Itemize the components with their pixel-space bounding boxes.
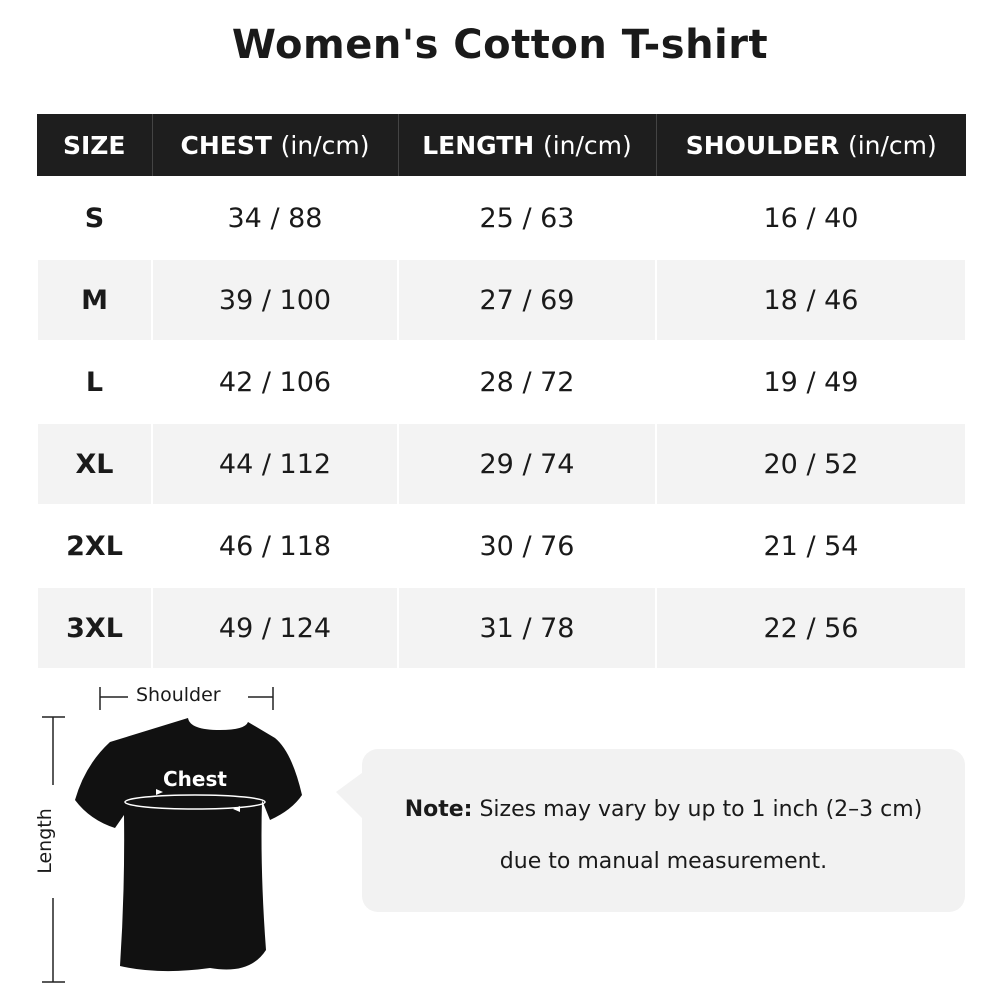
size-cell: 2XL [36,504,153,588]
measurement-cell: 39 / 100 [151,258,399,342]
chest-label: Chest [163,767,227,791]
measurement-cell: 34 / 88 [151,176,399,260]
size-cell: M [36,258,153,342]
column-header: SIZE [37,114,153,177]
measurement-cell: 19 / 49 [655,340,967,424]
table-row: 3XL 49 / 124 31 / 78 22 / 56 [36,586,967,670]
table-row: 2XL 46 / 118 30 / 76 21 / 54 [36,504,967,588]
column-header-label: CHEST [180,130,272,160]
measurement-cell: 30 / 76 [397,504,657,588]
measurement-cell: 20 / 52 [655,422,967,506]
note-bubble-tail [336,770,366,822]
column-header-unit: (in/cm) [847,130,937,160]
measurement-cell: 44 / 112 [151,422,399,506]
shoulder-label: Shoulder [136,684,221,706]
measurement-cell: 31 / 78 [397,586,657,670]
measurement-cell: 28 / 72 [397,340,657,424]
table-row: XL 44 / 112 29 / 74 20 / 52 [36,422,967,506]
column-header: CHEST (in/cm) [152,114,399,177]
tshirt-icon [42,687,302,983]
table-row: S 34 / 88 25 / 63 16 / 40 [36,176,967,260]
note-line-1: Sizes may vary by up to 1 inch (2–3 cm) [479,797,923,822]
measurement-cell: 46 / 118 [151,504,399,588]
measurement-cell: 22 / 56 [655,586,967,670]
table-row: L 42 / 106 28 / 72 19 / 49 [36,340,967,424]
measurement-cell: 25 / 63 [397,176,657,260]
page-title: Women's Cotton T-shirt [231,22,769,68]
note-box: Note: Sizes may vary by up to 1 inch (2–… [362,749,965,912]
measurement-cell: 29 / 74 [397,422,657,506]
column-header-unit: (in/cm) [280,130,370,160]
size-cell: 3XL [36,586,153,670]
measurement-cell: 21 / 54 [655,504,967,588]
column-header: LENGTH (in/cm) [398,114,657,177]
tshirt-diagram: Shoulder Chest Length [30,670,350,990]
column-header-label: LENGTH [422,130,535,160]
size-cell: S [36,176,153,260]
measurement-cell: 49 / 124 [151,586,399,670]
size-cell: XL [36,422,153,506]
column-header-unit: (in/cm) [542,130,632,160]
column-header-label: SHOULDER [685,130,840,160]
size-cell: L [36,340,153,424]
measurement-cell: 16 / 40 [655,176,967,260]
note-line-2: due to manual measurement. [499,849,828,874]
size-chart-table: SIZE CHEST (in/cm) LENGTH (in/cm) SHOULDER … [36,114,967,670]
column-header-label: SIZE [62,130,126,160]
table-row: M 39 / 100 27 / 69 18 / 46 [36,258,967,342]
length-label: Length [33,808,56,874]
note-prefix: Note: [404,797,473,822]
measurement-cell: 18 / 46 [655,258,967,342]
measurement-cell: 42 / 106 [151,340,399,424]
measurement-cell: 27 / 69 [397,258,657,342]
column-header: SHOULDER (in/cm) [656,114,966,177]
table-header-row: SIZE CHEST (in/cm) LENGTH (in/cm) SHOULDER … [37,114,966,177]
